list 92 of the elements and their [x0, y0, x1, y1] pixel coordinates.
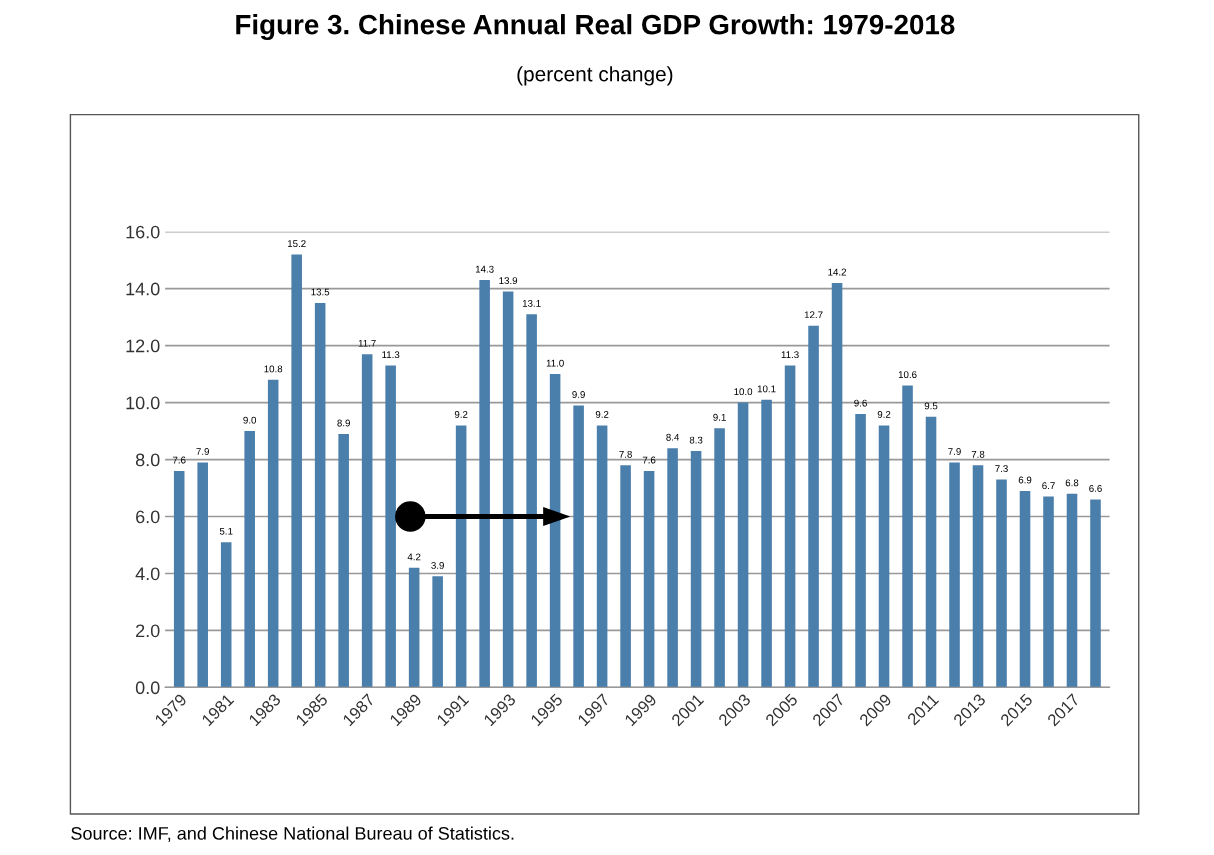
data-label: 7.6	[642, 456, 656, 464]
data-label: 8.9	[337, 419, 350, 427]
bar	[291, 254, 302, 688]
data-label: 5.1	[219, 527, 233, 535]
data-label: 10.0	[734, 388, 753, 396]
bar	[1090, 499, 1101, 688]
bar	[455, 425, 467, 688]
y-tick-label: 16.0	[126, 225, 160, 239]
data-label: 14.2	[828, 268, 847, 276]
data-label: 9.6	[854, 399, 867, 407]
data-label: 10.6	[898, 371, 917, 379]
data-label: 9.2	[595, 411, 609, 418]
y-tick-label: 8.0	[135, 453, 160, 467]
chart-title: Figure 3. Chinese Annual Real GDP Growth: 1979-2018	[236, 14, 955, 41]
data-label: 8.3	[689, 436, 703, 444]
data-label: 15.2	[287, 240, 306, 248]
y-tick-label: 10.0	[126, 396, 160, 410]
data-label: 9.2	[454, 411, 468, 418]
y-tick-label: 2.0	[136, 624, 160, 638]
bar	[596, 425, 608, 688]
data-label: 10.8	[264, 365, 283, 373]
bar	[1019, 490, 1031, 688]
bar	[714, 428, 725, 688]
bar	[479, 280, 490, 688]
data-label: 6.9	[1018, 476, 1032, 484]
data-label: 7.8	[619, 450, 632, 458]
bar	[690, 451, 702, 688]
bar	[314, 302, 326, 688]
bar	[996, 479, 1007, 688]
bar	[220, 542, 232, 688]
bar	[502, 291, 514, 688]
data-label: 10.1	[757, 385, 776, 393]
data-label: 8.4	[666, 433, 680, 441]
bar	[573, 405, 584, 688]
data-label: 6.7	[1042, 482, 1055, 490]
bar	[855, 413, 866, 688]
data-label: 7.6	[172, 456, 186, 464]
bar	[784, 365, 796, 688]
data-label: 7.8	[971, 450, 985, 458]
data-label: 13.5	[311, 288, 330, 296]
data-label: 3.9	[431, 561, 444, 569]
bar	[173, 470, 185, 688]
bar	[244, 431, 255, 688]
bar	[925, 416, 937, 688]
source-note: Source: IMF, and Chinese National Bureau of Statistics.	[71, 826, 514, 842]
bar	[808, 325, 819, 688]
bar	[737, 402, 749, 688]
data-label: 12.7	[804, 311, 823, 319]
bar	[620, 465, 631, 688]
data-label: 4.2	[407, 553, 421, 561]
y-tick-label: 6.0	[136, 510, 160, 524]
data-label: 13.1	[522, 299, 541, 307]
bar	[949, 462, 960, 688]
y-tick-label: 4.0	[135, 567, 160, 581]
bar	[1066, 493, 1078, 688]
bar	[549, 374, 561, 688]
y-tick-label: 12.0	[126, 339, 160, 353]
bar	[432, 576, 443, 688]
bar	[761, 399, 772, 688]
bar	[267, 379, 279, 688]
data-label: 11.7	[358, 339, 376, 347]
bar	[902, 385, 913, 688]
data-label: 9.9	[572, 391, 585, 398]
data-label: 11.0	[546, 359, 564, 367]
bar	[667, 448, 678, 688]
bar	[197, 462, 208, 688]
data-label: 13.9	[499, 277, 518, 285]
data-label: 7.9	[948, 448, 961, 455]
chart-subtitle: (percent change)	[517, 66, 673, 86]
data-label: 11.3	[382, 351, 400, 359]
data-label: 9.2	[877, 411, 891, 418]
bar	[972, 465, 984, 688]
bar	[1043, 496, 1054, 688]
data-label: 9.0	[243, 416, 257, 424]
data-label: 6.6	[1089, 485, 1102, 492]
data-label: 9.1	[713, 413, 726, 421]
bar	[385, 365, 396, 688]
bar	[361, 354, 373, 688]
data-label: 7.3	[995, 465, 1008, 473]
bar	[338, 433, 349, 688]
bar	[643, 470, 655, 688]
y-tick-label: 14.0	[126, 282, 160, 296]
data-label: 11.3	[781, 351, 799, 359]
data-label: 7.9	[196, 448, 209, 455]
data-label: 6.8	[1065, 479, 1079, 487]
bar	[878, 425, 890, 688]
data-label: 14.3	[475, 265, 494, 273]
data-label: 9.5	[924, 402, 938, 410]
bar	[831, 282, 843, 688]
bar	[408, 567, 420, 688]
bar	[526, 314, 537, 688]
y-tick-label: 0.0	[135, 681, 160, 695]
